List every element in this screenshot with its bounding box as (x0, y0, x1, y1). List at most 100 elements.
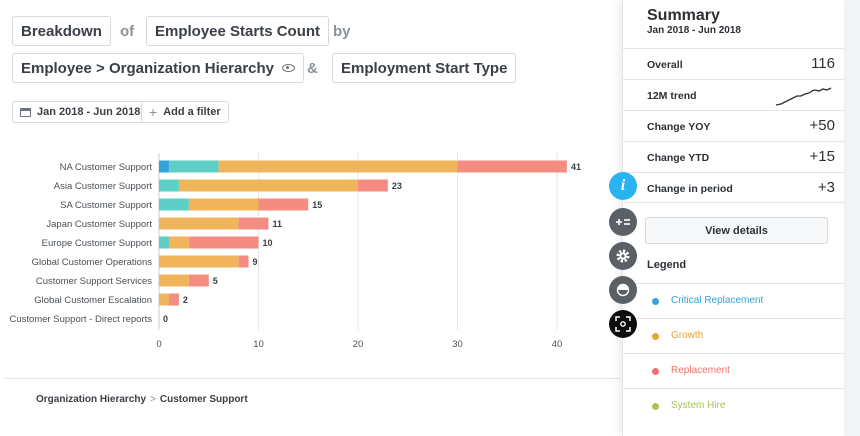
of-connector: of (120, 23, 135, 40)
bar-segment (188, 274, 209, 287)
bar-segment (238, 255, 249, 268)
breadcrumb-current: Customer Support (159, 394, 248, 405)
metric-value: 116 (811, 55, 835, 72)
value-label: 11 (272, 219, 282, 229)
date-range-label: Jan 2018 - Jun 2018 (37, 106, 141, 118)
value-label: 9 (253, 257, 258, 267)
view-details-button[interactable]: View details (645, 217, 828, 244)
legend-swatch (652, 403, 659, 410)
metric-label: Overall (647, 59, 683, 71)
bar-segment (188, 236, 259, 249)
legend-label: Replacement (671, 365, 730, 376)
metric-value: +15 (809, 148, 835, 165)
legend-item[interactable]: System Hire (623, 388, 845, 423)
metric-label: 12M trend (647, 90, 697, 102)
info-button[interactable]: i (609, 172, 637, 200)
bar-segment (238, 217, 269, 230)
breakdown-label: Breakdown (21, 22, 102, 40)
category-label: SA Customer Support (60, 200, 152, 211)
breadcrumb: Organization Hierarchy > Customer Support (36, 394, 248, 405)
metric-overall: Overall 116 (623, 48, 845, 79)
capture-button[interactable] (609, 310, 637, 338)
metric-pill[interactable]: Employee Starts Count (146, 16, 330, 46)
add-metric-button[interactable] (609, 208, 637, 236)
category-label: Global Customer Operations (32, 257, 153, 268)
value-label: 15 (312, 200, 322, 210)
dimension-label-start-type: Employment Start Type (341, 59, 508, 77)
breadcrumb-root[interactable]: Organization Hierarchy (36, 394, 147, 405)
x-tick-label: 40 (552, 339, 563, 350)
bar-segment (168, 293, 179, 306)
legend-label: System Hire (671, 400, 726, 411)
metric-value: +3 (817, 179, 835, 196)
bar-segment (159, 274, 189, 287)
panel-backdrop (844, 0, 860, 436)
add-filter-label: Add a filter (163, 106, 221, 118)
display-toggle-button[interactable] (609, 276, 637, 304)
by-connector: by (333, 23, 351, 40)
bar-segment (188, 198, 259, 211)
summary-title: Summary (647, 7, 720, 24)
category-label: Europe Customer Support (42, 238, 153, 249)
dimension-label-organization: Employee > Organization Hierarchy (21, 59, 275, 77)
breadcrumb-separator: > (150, 394, 156, 405)
value-label: 23 (392, 181, 402, 191)
dimension-pill-organization[interactable]: Employee > Organization Hierarchy (12, 53, 305, 83)
legend-item[interactable]: Replacement (623, 353, 845, 388)
and-connector: & (307, 60, 318, 77)
category-label: Asia Customer Support (54, 181, 153, 192)
summary-panel: Summary Jan 2018 - Jun 2018 Overall 116 … (622, 0, 845, 436)
legend-item[interactable]: Critical Replacement (623, 283, 845, 318)
bar-segment (358, 179, 388, 192)
x-tick-label: 0 (156, 339, 161, 350)
bar-segment (159, 179, 179, 192)
legend-item[interactable]: Growth (623, 318, 845, 353)
bar-segment (159, 236, 169, 249)
plus-icon: + (149, 104, 158, 120)
bar-segment (168, 160, 219, 173)
metric-label: Change YTD (647, 152, 710, 164)
value-label: 10 (263, 238, 273, 248)
category-label: Japan Customer Support (46, 219, 152, 230)
summary-period: Jan 2018 - Jun 2018 (647, 25, 741, 36)
metric-label: Change in period (647, 183, 733, 195)
gear-icon (616, 249, 630, 263)
metric-12m-trend: 12M trend (623, 79, 845, 110)
add-filter-button[interactable]: + Add a filter (141, 101, 229, 123)
metric-label: Change YOY (647, 121, 711, 133)
category-label: Global Customer Escalation (34, 295, 152, 306)
breakdown-pill[interactable]: Breakdown (12, 16, 111, 46)
legend-swatch (652, 333, 659, 340)
metric-change-yoy: Change YOY +50 (623, 110, 845, 141)
legend-label: Critical Replacement (671, 295, 764, 306)
metric-change-in-period: Change in period +3 (623, 172, 845, 203)
legend-swatch (652, 368, 659, 375)
category-label: NA Customer Support (60, 162, 153, 173)
metric-value: +50 (809, 117, 835, 134)
bar-segment (168, 236, 189, 249)
category-label: Customer Support - Direct reports (9, 314, 152, 325)
bar-segment (159, 217, 239, 230)
bar-segment (178, 179, 358, 192)
bar-segment (457, 160, 567, 173)
dimension-pill-start-type[interactable]: Employment Start Type (332, 53, 517, 83)
value-label: 5 (213, 276, 218, 286)
legend-title: Legend (647, 259, 687, 271)
legend-label: Growth (671, 330, 704, 341)
eye-icon[interactable] (282, 64, 296, 72)
divider (5, 378, 620, 379)
settings-button[interactable] (609, 242, 637, 270)
bar-segment (159, 160, 169, 173)
value-label: 41 (571, 162, 581, 172)
date-range-button[interactable]: Jan 2018 - Jun 2018 (12, 101, 149, 123)
plus-equal-icon (616, 219, 630, 225)
trend-sparkline (775, 87, 832, 106)
metric-change-ytd: Change YTD +15 (623, 141, 845, 172)
focus-capture-icon (615, 316, 631, 332)
value-label: 2 (183, 295, 188, 305)
info-icon: i (620, 177, 626, 194)
x-tick-label: 30 (452, 339, 463, 350)
bar-segment (159, 255, 239, 268)
bar-segment (258, 198, 309, 211)
